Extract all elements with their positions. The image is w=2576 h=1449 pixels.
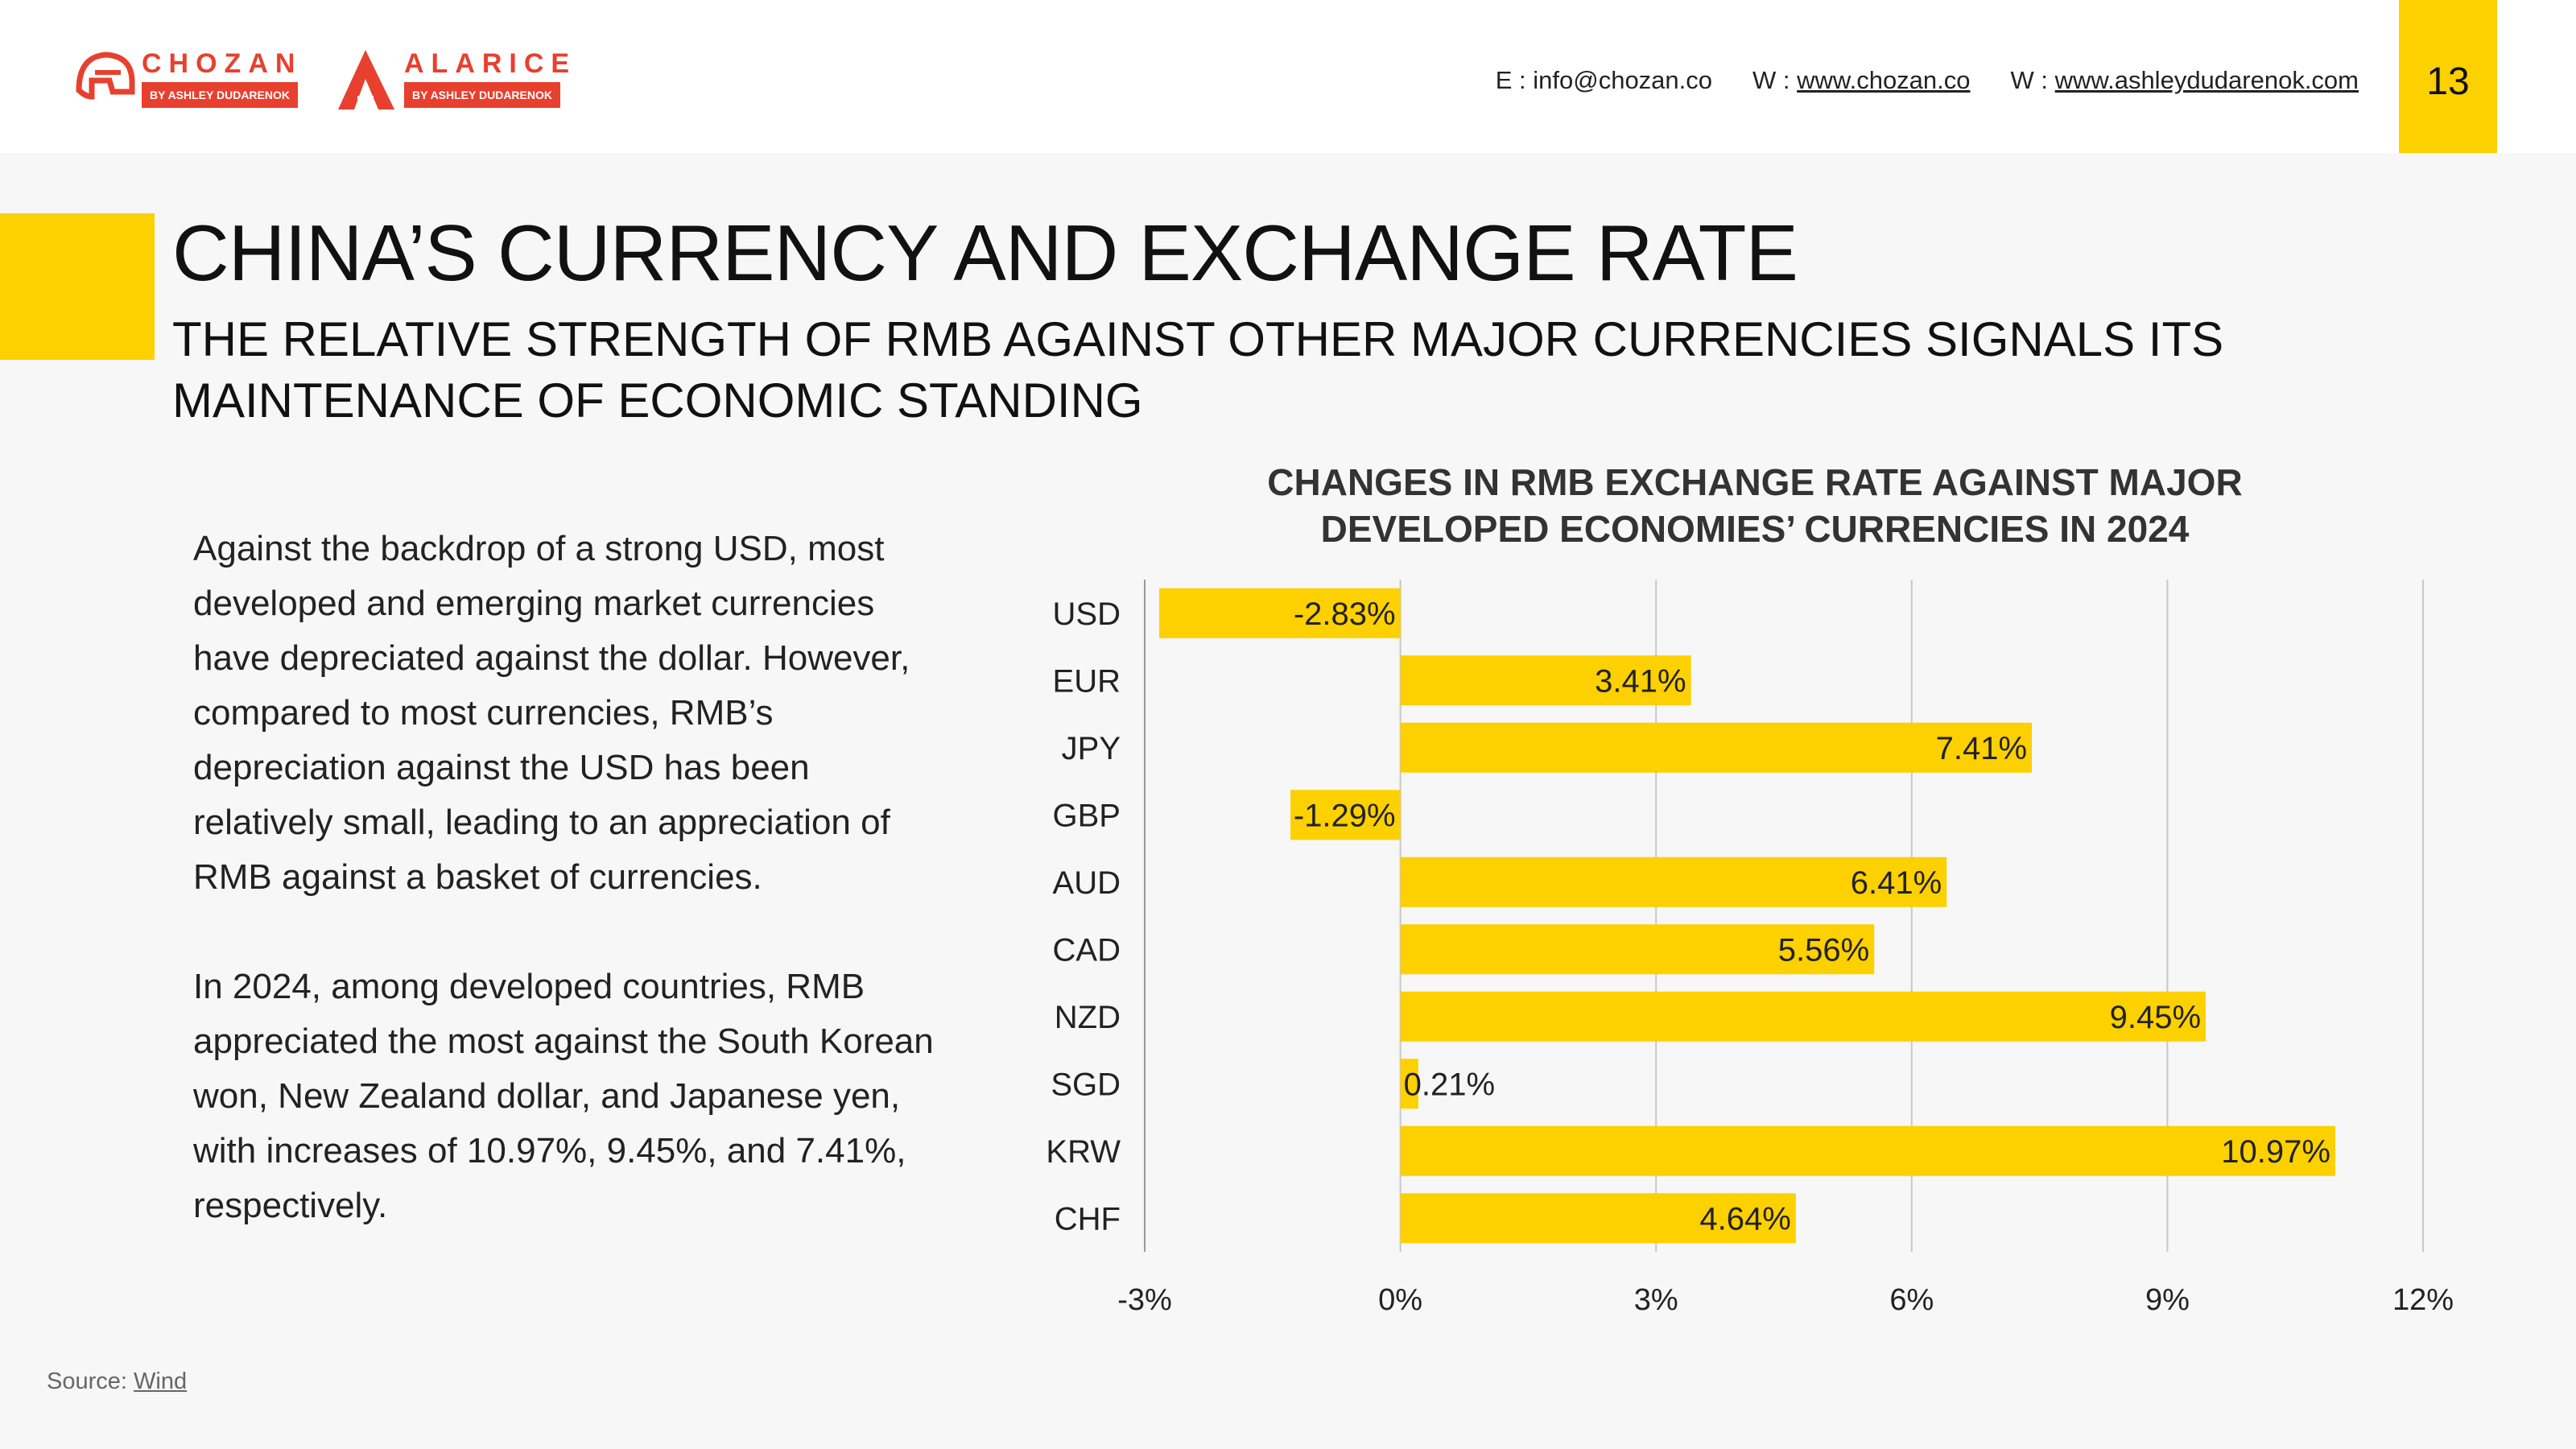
- data-label: 6.41%: [1851, 865, 1942, 901]
- y-tick-label: CHF: [1055, 1201, 1121, 1236]
- web1-prefix: W :: [1752, 66, 1798, 94]
- y-tick-label: GBP: [1053, 798, 1121, 833]
- body-paragraph-1: Against the backdrop of a strong USD, mo…: [193, 529, 910, 897]
- bar: [1400, 991, 2207, 1042]
- alarice-logo-word: ALARICE: [404, 48, 577, 79]
- x-tick-label: -3%: [1117, 1283, 1172, 1317]
- data-label: 7.41%: [1936, 731, 2027, 766]
- y-tick-label: KRW: [1046, 1134, 1121, 1170]
- ashley-website-link[interactable]: www.ashleydudarenok.com: [2054, 66, 2359, 94]
- data-label: -2.83%: [1294, 597, 1396, 632]
- email-text[interactable]: E : info@chozan.co: [1495, 66, 1713, 94]
- bar: [1400, 722, 2033, 773]
- bar: [1400, 857, 1947, 907]
- alarice-a-icon: [338, 50, 394, 109]
- data-label: 0.21%: [1404, 1067, 1495, 1102]
- bar: [1400, 1059, 1418, 1109]
- title-accent-block: [0, 213, 155, 360]
- bar: [1400, 655, 1691, 706]
- contact-info: E : info@chozan.co W : www.chozan.co W : w…: [1496, 66, 2359, 95]
- chozan-logo[interactable]: CHOZAN BY ASHLEY DUDARENOK: [71, 45, 304, 113]
- data-label: 5.56%: [1778, 932, 1869, 968]
- bar: [1400, 924, 1875, 975]
- y-tick-label: SGD: [1051, 1067, 1121, 1102]
- exchange-rate-bar-chart: -3% 0% 3% 6% 9% 12% USD -2.83% EUR 3.41% JPY 7.41% G…: [1046, 580, 2454, 1317]
- bar: [1400, 1193, 1796, 1244]
- chozan-website-link[interactable]: www.chozan.co: [1797, 66, 1971, 94]
- page-number: 13: [2399, 0, 2497, 153]
- y-tick-label: EUR: [1053, 663, 1121, 699]
- x-tick-label: 9%: [2145, 1283, 2190, 1317]
- y-tick-label: JPY: [1062, 731, 1121, 766]
- body-text: Against the backdrop of a strong USD, mo…: [193, 522, 950, 1288]
- y-tick-label: USD: [1053, 597, 1121, 632]
- alarice-logo-sub: BY ASHLEY DUDARENOK: [404, 82, 560, 108]
- alarice-logo[interactable]: ALARICE BY ASHLEY DUDARENOK: [333, 45, 575, 113]
- bar: [1290, 790, 1401, 840]
- x-tick-label: 6%: [1889, 1283, 1934, 1317]
- body-paragraph-2: In 2024, among developed countries, RMB …: [193, 967, 934, 1225]
- y-tick-label: CAD: [1053, 932, 1121, 968]
- data-label: 10.97%: [2221, 1134, 2330, 1170]
- bar: [1158, 588, 1401, 638]
- page-subtitle: THE RELATIVE STRENGTH OF RMB AGAINST OTH…: [172, 312, 2224, 427]
- data-label: 4.64%: [1699, 1201, 1790, 1236]
- helmet-icon: [76, 52, 135, 100]
- source-note: Source: Wind: [47, 1368, 187, 1395]
- x-tick-label: 12%: [2392, 1283, 2454, 1317]
- data-label: 3.41%: [1595, 663, 1686, 699]
- x-tick-label: 0%: [1378, 1283, 1422, 1317]
- chozan-logo-sub: BY ASHLEY DUDARENOK: [142, 82, 298, 108]
- chozan-logo-word: CHOZAN: [142, 48, 303, 79]
- source-link[interactable]: Wind: [134, 1368, 188, 1394]
- y-tick-label: NZD: [1055, 1000, 1121, 1035]
- x-tick-label: 3%: [1634, 1283, 1678, 1317]
- y-tick-label: AUD: [1053, 865, 1121, 901]
- bar: [1400, 1125, 2335, 1176]
- header-bar: CHOZAN BY ASHLEY DUDARENOK ALARICE BY AS…: [0, 0, 2576, 153]
- data-label: 9.45%: [2110, 1000, 2201, 1035]
- web2-prefix: W :: [2010, 66, 2055, 94]
- source-prefix: Source:: [47, 1368, 134, 1394]
- chart-title: CHANGES IN RMB EXCHANGE RATE AGAINST MAJ…: [1267, 461, 2243, 550]
- data-label: -1.29%: [1294, 798, 1396, 833]
- page-title: CHINA’S CURRENCY AND EXCHANGE RATE: [172, 208, 1798, 297]
